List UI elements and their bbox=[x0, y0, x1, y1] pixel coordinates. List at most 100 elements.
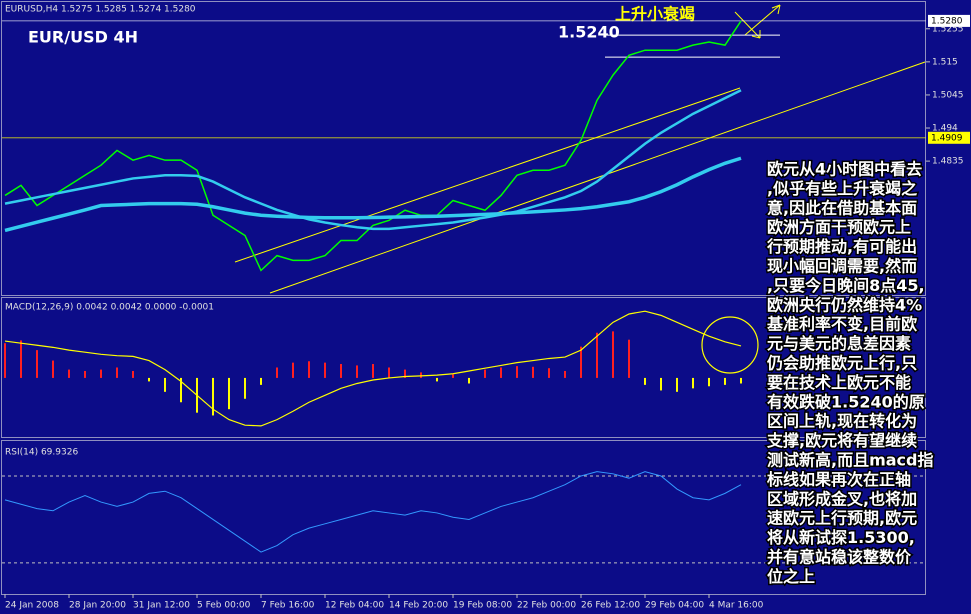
histogram-bar bbox=[724, 377, 726, 385]
histogram-bar bbox=[228, 377, 230, 410]
highlight-circle bbox=[701, 316, 759, 374]
macd-pane bbox=[1, 297, 926, 438]
histogram-bar bbox=[340, 364, 342, 378]
commentary-line: 仍会助推欧元上行,只 bbox=[766, 354, 917, 373]
price-label-box bbox=[928, 131, 970, 144]
histogram-bar bbox=[212, 377, 214, 416]
macd-header: MACD(12,26,9) 0.0042 0.0042 0.0000 -0.00… bbox=[5, 303, 214, 313]
plot: 1.5255 1.515 1.5045 1.494 1.4835 1.5280 1.4909… bbox=[2, 14, 970, 611]
channel-lines bbox=[234, 4, 926, 294]
histogram-bar bbox=[548, 368, 550, 378]
histogram-bar bbox=[436, 377, 438, 382]
commentary-line: 有效跌破1.5240的原 bbox=[767, 392, 925, 411]
arrow-head bbox=[777, 4, 781, 15]
price-header: EURUSD,H4 1.5275 1.5285 1.5274 1.5280 bbox=[5, 5, 196, 15]
y-tick-label: 1.4835 bbox=[932, 157, 964, 167]
commentary-line: 并有意站稳该整数价 bbox=[767, 548, 912, 567]
commentary-line: 元与美元的息差因素 bbox=[767, 334, 911, 353]
histogram-bar bbox=[292, 362, 294, 378]
histogram-bar bbox=[452, 374, 454, 378]
commentary-line: 要在技术上欧元不能 bbox=[767, 373, 911, 392]
series-line bbox=[4, 156, 742, 233]
x-tick-label: 5 Feb 00:00 bbox=[197, 601, 251, 611]
histogram-bar bbox=[260, 377, 262, 385]
histogram-bar bbox=[68, 369, 70, 378]
commentary-line: ,似乎有些上升衰竭之 bbox=[767, 179, 917, 198]
commentary-line: 欧洲方面干预欧元上 bbox=[767, 218, 911, 237]
series-line bbox=[4, 310, 742, 427]
histogram-bar bbox=[612, 331, 614, 378]
commentary-line: ,只要今日晚间8点45, bbox=[767, 276, 925, 295]
histogram-bar bbox=[692, 377, 694, 389]
pane-borders bbox=[1, 1, 926, 595]
rsi-pane bbox=[1, 440, 926, 595]
histogram-bar bbox=[516, 366, 518, 378]
histogram-bar bbox=[180, 377, 182, 403]
channel-line bbox=[234, 87, 741, 263]
histogram-bar bbox=[660, 377, 662, 391]
histogram-bar bbox=[564, 370, 566, 378]
commentary-line: 将从新试探1.5300, bbox=[767, 528, 915, 547]
commentary-line: 位之上 bbox=[767, 567, 815, 586]
histogram-bar bbox=[100, 369, 102, 378]
histogram-bar bbox=[644, 377, 646, 385]
channel-line bbox=[269, 61, 926, 294]
histogram-bar bbox=[356, 365, 358, 378]
commentary-line: 支撑,欧元将有望继续 bbox=[766, 431, 917, 450]
histogram-bar bbox=[276, 367, 278, 378]
x-tick-label: 7 Feb 16:00 bbox=[261, 601, 315, 611]
series-line bbox=[4, 20, 742, 272]
histogram-bar bbox=[404, 369, 406, 378]
level-label: 1.5240 bbox=[558, 23, 620, 42]
histogram-bar bbox=[676, 377, 678, 392]
price-label: 1.4909 bbox=[931, 133, 963, 143]
histogram-bar bbox=[4, 343, 6, 378]
histogram-bar bbox=[372, 364, 374, 378]
price-label: 1.5280 bbox=[931, 16, 963, 26]
y-tick-label: 1.494 bbox=[932, 124, 958, 134]
commentary-line: 区域形成金叉,也将加 bbox=[767, 489, 917, 508]
histogram-bar bbox=[132, 370, 134, 378]
y-tick-label: 1.5255 bbox=[932, 24, 964, 34]
arrow-head bbox=[751, 35, 761, 39]
histogram-bar bbox=[500, 367, 502, 378]
x-tick-label: 19 Feb 08:00 bbox=[453, 601, 512, 611]
histogram-bar bbox=[532, 366, 534, 378]
histogram-bar bbox=[580, 346, 582, 378]
histogram-bar bbox=[308, 361, 310, 378]
y-tick-label: 1.5045 bbox=[932, 90, 964, 100]
histogram-bar bbox=[148, 377, 150, 382]
annotation: 上升小衰竭 bbox=[615, 5, 695, 24]
histogram-bar bbox=[628, 339, 630, 378]
histogram-bar bbox=[740, 377, 742, 384]
x-tick-label: 28 Jan 20:00 bbox=[69, 601, 126, 611]
commentary-line: 测试新高,而且macd指 bbox=[767, 451, 934, 470]
price-pane bbox=[1, 1, 926, 296]
x-tick-label: 29 Feb 04:00 bbox=[645, 601, 704, 611]
price-label-box bbox=[928, 14, 970, 27]
histogram-bar bbox=[468, 377, 470, 384]
x-tick-label: 12 Feb 04:00 bbox=[325, 601, 384, 611]
histogram-bar bbox=[52, 360, 54, 378]
histogram-bar bbox=[164, 377, 166, 392]
series-line bbox=[4, 89, 742, 231]
histogram-bar bbox=[84, 370, 86, 378]
arrow-head bbox=[771, 4, 781, 9]
y-tick-label: 1.515 bbox=[932, 57, 958, 67]
arrow bbox=[744, 4, 781, 36]
commentary-line: 欧元从4小时图中看去 bbox=[767, 160, 922, 179]
histogram-bar bbox=[116, 367, 118, 378]
rsi-header: RSI(14) 69.9326 bbox=[5, 448, 78, 458]
histogram-bar bbox=[36, 350, 38, 378]
commentary-line: 行预期推动,有可能出 bbox=[766, 237, 917, 256]
x-tick-label: 22 Feb 00:00 bbox=[517, 601, 576, 611]
histogram-bar bbox=[324, 362, 326, 378]
arrow bbox=[734, 11, 761, 39]
histogram-bar bbox=[20, 340, 22, 378]
commentary-line: 标线如果再次在正轴 bbox=[766, 470, 911, 489]
x-tick-label: 24 Jan 2008 bbox=[5, 601, 59, 611]
x-tick-label: 4 Mar 16:00 bbox=[709, 601, 764, 611]
chart-title: EUR/USD 4H bbox=[28, 28, 138, 47]
